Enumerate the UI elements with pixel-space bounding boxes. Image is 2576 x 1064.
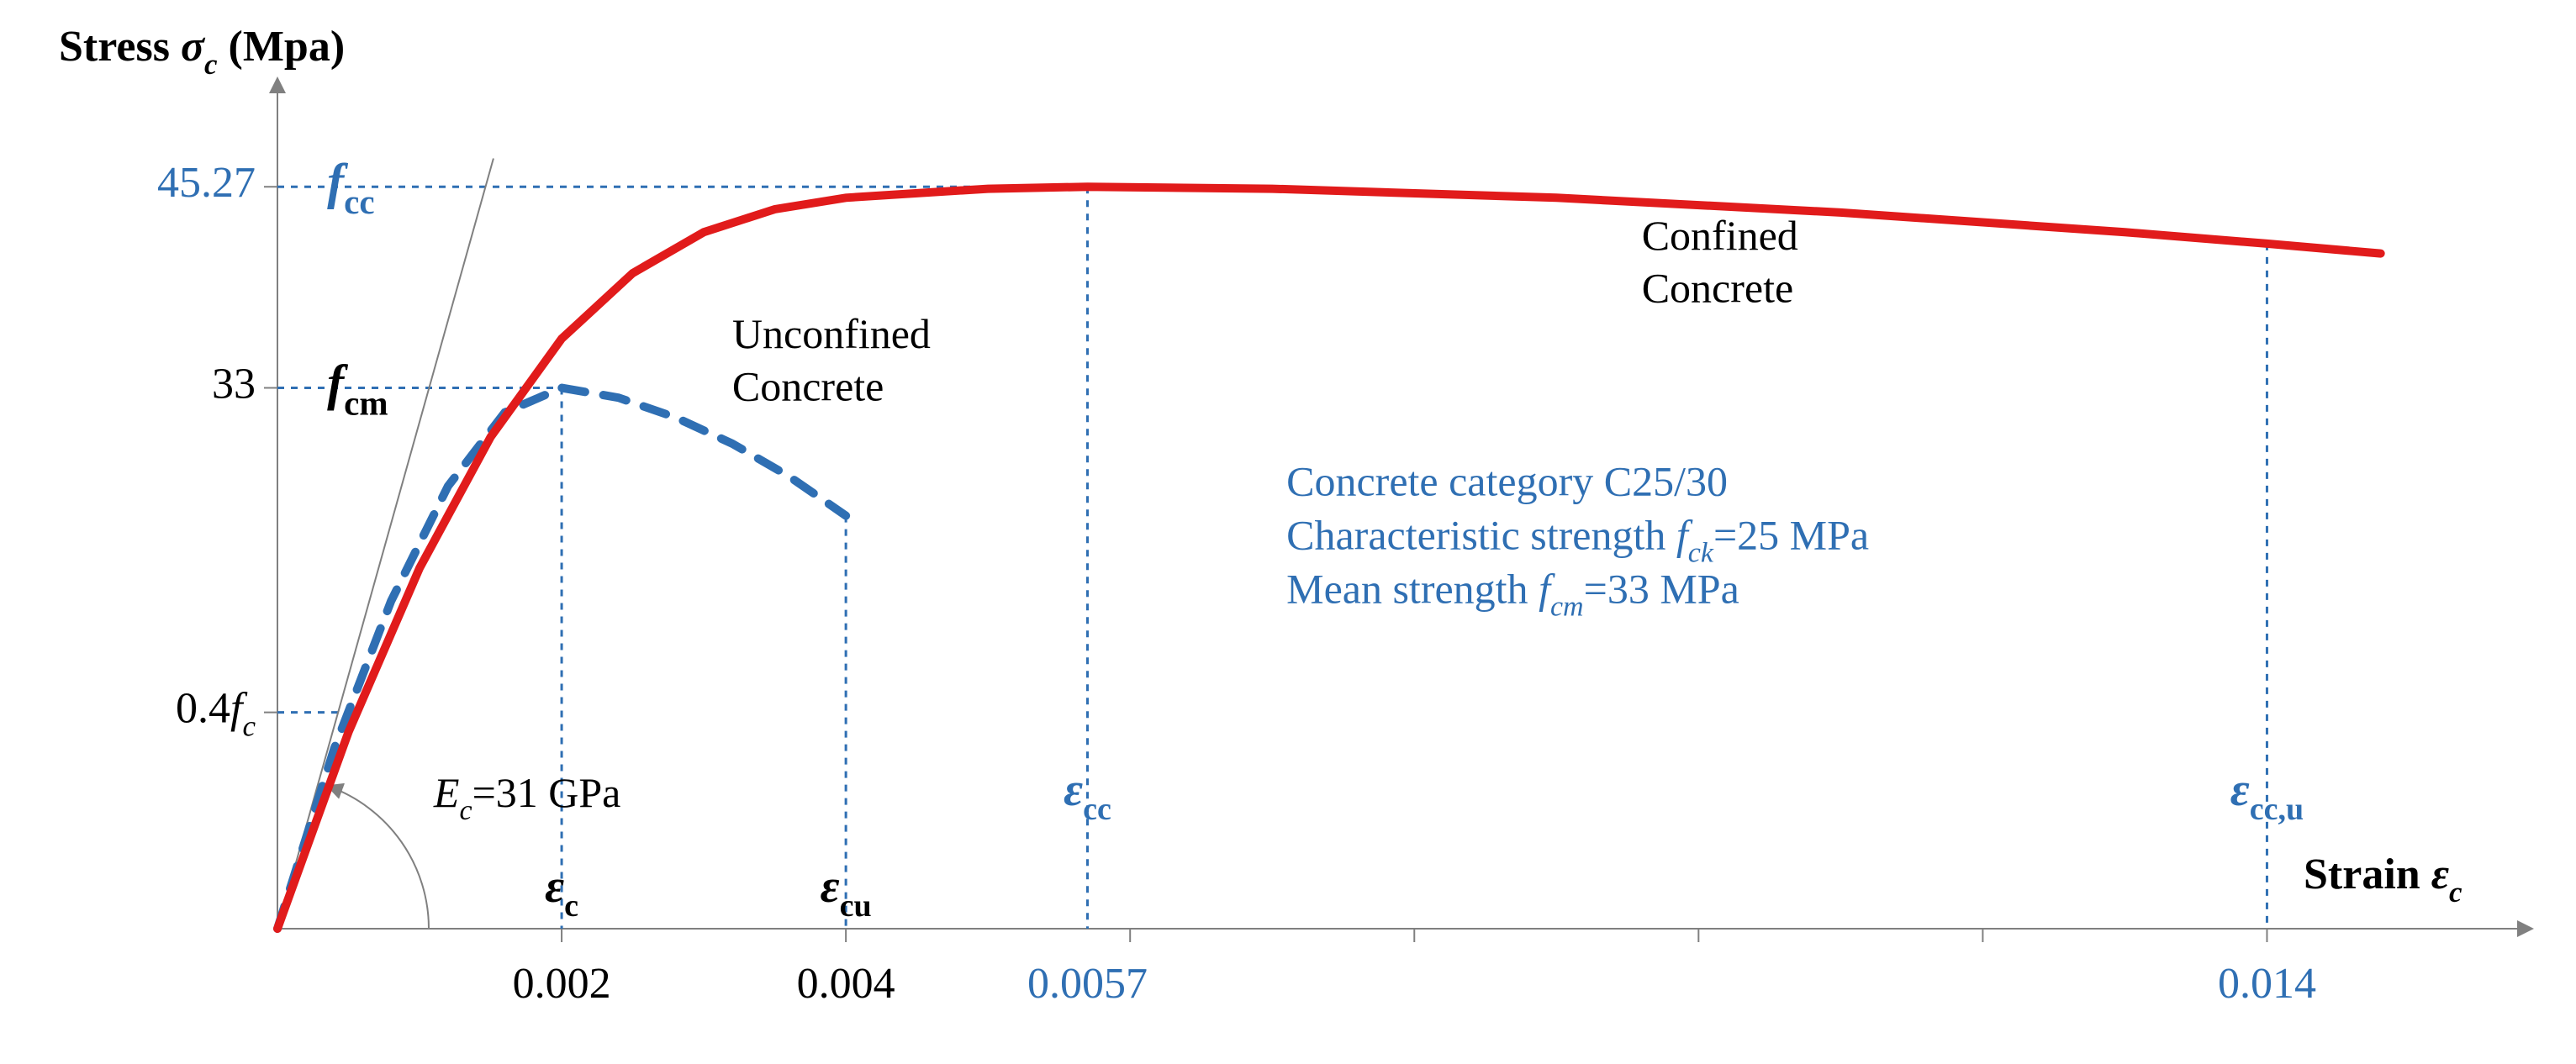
fcc-label: fcc (327, 154, 374, 222)
x-axis-title: Strain εc (2304, 851, 2463, 909)
x-tick-label: 0.014 (2218, 960, 2316, 1008)
confined-label-2: Concrete (1642, 265, 1793, 312)
info-line: Mean strength fcm=33 MPa (1286, 566, 1739, 623)
fcm-label: fcm (327, 355, 388, 423)
stress-strain-chart: Stress σc (Mpa) Strain εc 0.4fc 33 45.27 0.00… (0, 0, 2576, 1064)
y-tick-label: 0.4fc (176, 685, 256, 743)
unconfined-label-2: Concrete (732, 363, 884, 410)
x-tick-label: 0.004 (797, 960, 895, 1008)
tangent-arc (330, 787, 429, 929)
eps-cc-label: εcc (1064, 764, 1111, 827)
y-tick-label: 33 (212, 360, 256, 408)
unconfined-label: Unconfined (732, 310, 931, 357)
confined-label: Confined (1642, 212, 1798, 259)
info-line: Concrete category C25/30 (1286, 458, 1728, 505)
y-axis-title: Stress σc (Mpa) (59, 23, 345, 81)
x-tick-label: 0.002 (513, 960, 611, 1008)
ec-label: Ec=31 GPa (433, 769, 620, 826)
x-tick-label: 0.0057 (1027, 960, 1148, 1008)
y-tick-label: 45.27 (157, 159, 256, 207)
info-line: Characteristic strength fck=25 MPa (1286, 512, 1869, 569)
